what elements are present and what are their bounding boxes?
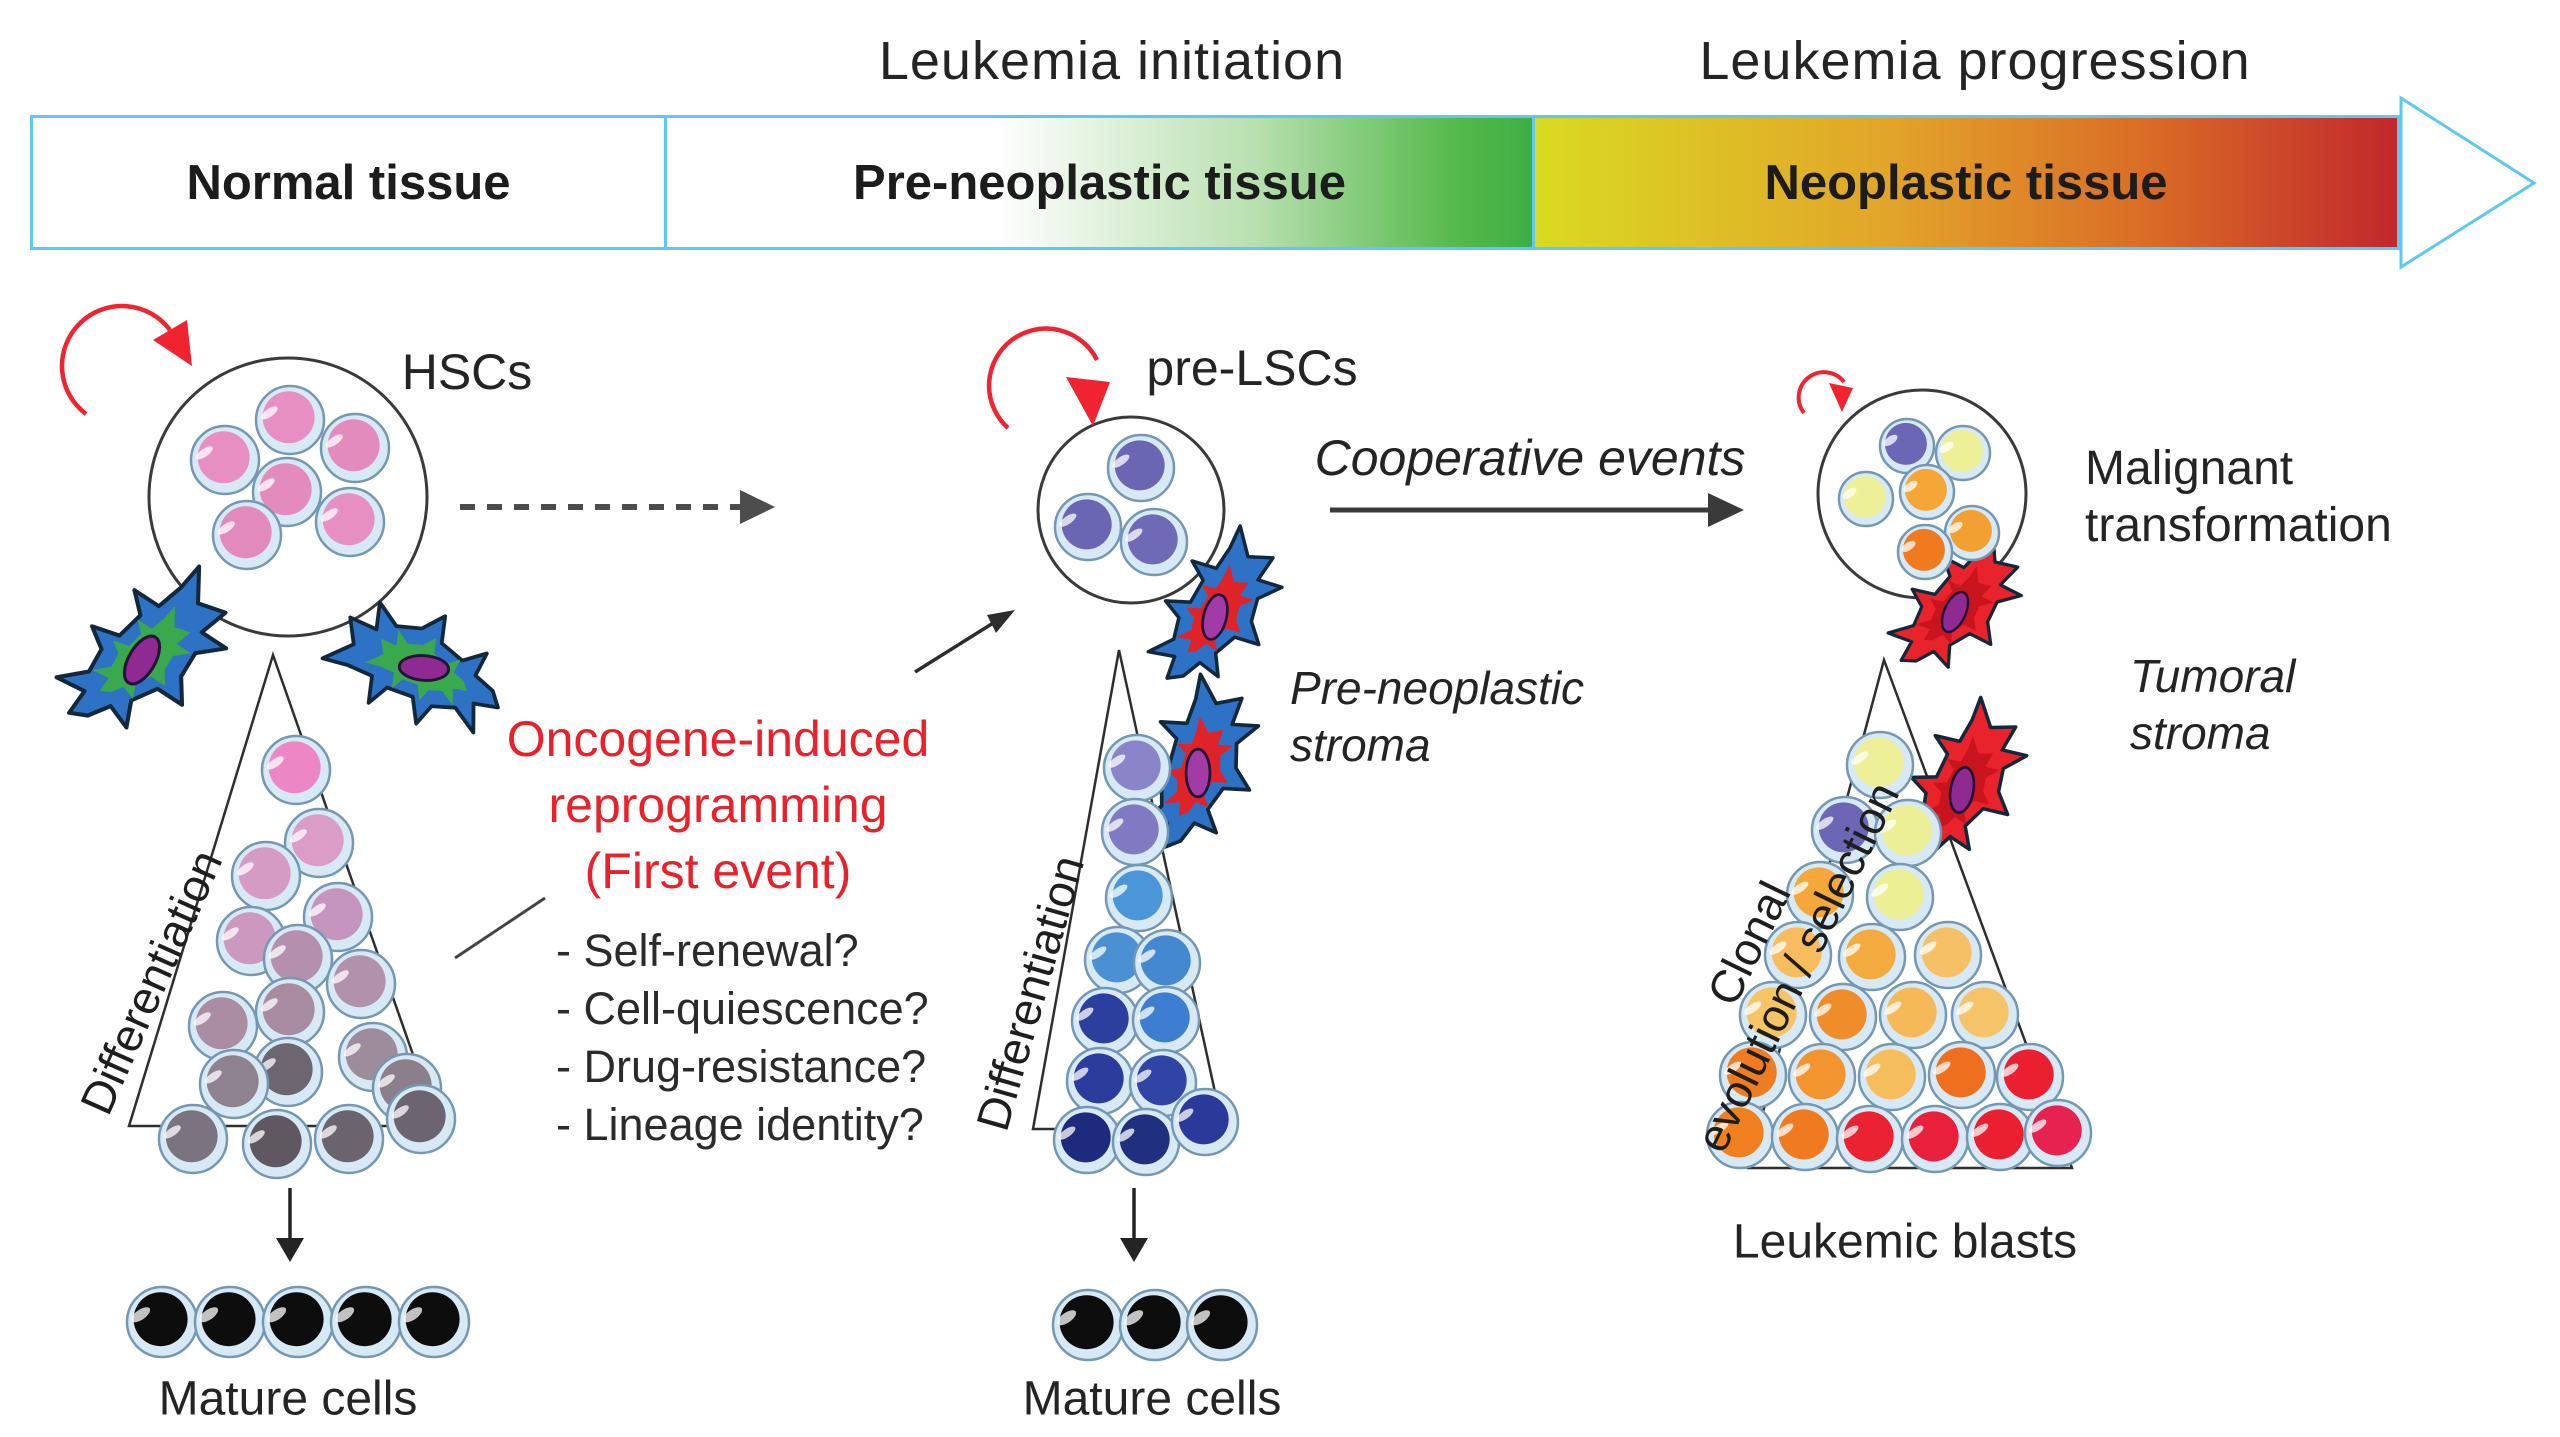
mature-cells-label-left: Mature cells bbox=[158, 1372, 418, 1426]
self-renewal-arrow-prelsc bbox=[986, 326, 1110, 430]
leukemic-blasts-label: Leukemic blasts bbox=[1732, 1215, 2078, 1269]
mature-cells-label-middle: Mature cells bbox=[1022, 1372, 1282, 1426]
cooperative-events-arrow bbox=[1330, 493, 1744, 527]
first-event-label: Oncogene-induced reprogramming (First ev… bbox=[506, 711, 930, 899]
pre-neoplastic-stroma-label: Pre-neoplastic stroma bbox=[1290, 662, 1585, 771]
feature-lineage-identity: - Lineage identity? bbox=[556, 1099, 924, 1150]
mature-middle bbox=[1051, 1288, 1259, 1362]
left-hierarchy bbox=[157, 734, 457, 1180]
phase-title-progression: Leukemia progression bbox=[1699, 31, 2251, 91]
cell-populations bbox=[125, 384, 2093, 1362]
timeline-label-neoplastic: Neoplastic tissue bbox=[1764, 155, 2168, 210]
maturation-arrow-middle bbox=[1120, 1188, 1148, 1262]
pre-lsc-pool bbox=[1053, 433, 1189, 577]
phase-title-initiation: Leukemia initiation bbox=[878, 31, 1346, 91]
hsc-pool bbox=[189, 384, 391, 571]
feature-cell-quiescence: - Cell-quiescence? bbox=[556, 983, 929, 1034]
maturation-arrow-left bbox=[276, 1188, 304, 1262]
timeline-segment-preneoplastic: Pre-neoplastic tissue bbox=[664, 115, 1535, 250]
hsc-label: HSCs bbox=[401, 344, 533, 400]
timeline-arrowhead bbox=[2399, 95, 2537, 270]
timeline-label-preneoplastic: Pre-neoplastic tissue bbox=[853, 155, 1346, 210]
mature-left bbox=[125, 1285, 471, 1359]
cooperative-events-label: Cooperative events bbox=[1314, 430, 1746, 486]
timeline-segment-normal: Normal tissue bbox=[30, 115, 667, 250]
malignant-pool bbox=[1837, 417, 2001, 581]
feature-self-renewal: - Self-renewal? bbox=[556, 925, 859, 976]
right-hierarchy bbox=[1705, 730, 2093, 1174]
dashed-transition-arrow bbox=[460, 490, 775, 524]
first-event-arrow bbox=[914, 610, 1015, 674]
middle-hierarchy bbox=[1052, 733, 1240, 1177]
malignant-transformation-label: Malignant transformation bbox=[2085, 442, 2392, 552]
timeline-segment-neoplastic: Neoplastic tissue bbox=[1532, 115, 2400, 250]
pre-lsc-label: pre-LSCs bbox=[1146, 340, 1358, 396]
feature-drug-resistance: - Drug-resistance? bbox=[556, 1041, 927, 1092]
self-renewal-arrow-hsc bbox=[59, 303, 192, 416]
first-event-feature-list: - Self-renewal? - Cell-quiescence? - Dru… bbox=[556, 922, 929, 1154]
timeline-label-normal: Normal tissue bbox=[186, 155, 511, 210]
first-event-pointer-line bbox=[454, 896, 546, 960]
self-renewal-arrow-malignant bbox=[1796, 370, 1853, 415]
tumoral-stroma-label: Tumoral stroma bbox=[2130, 650, 2296, 759]
